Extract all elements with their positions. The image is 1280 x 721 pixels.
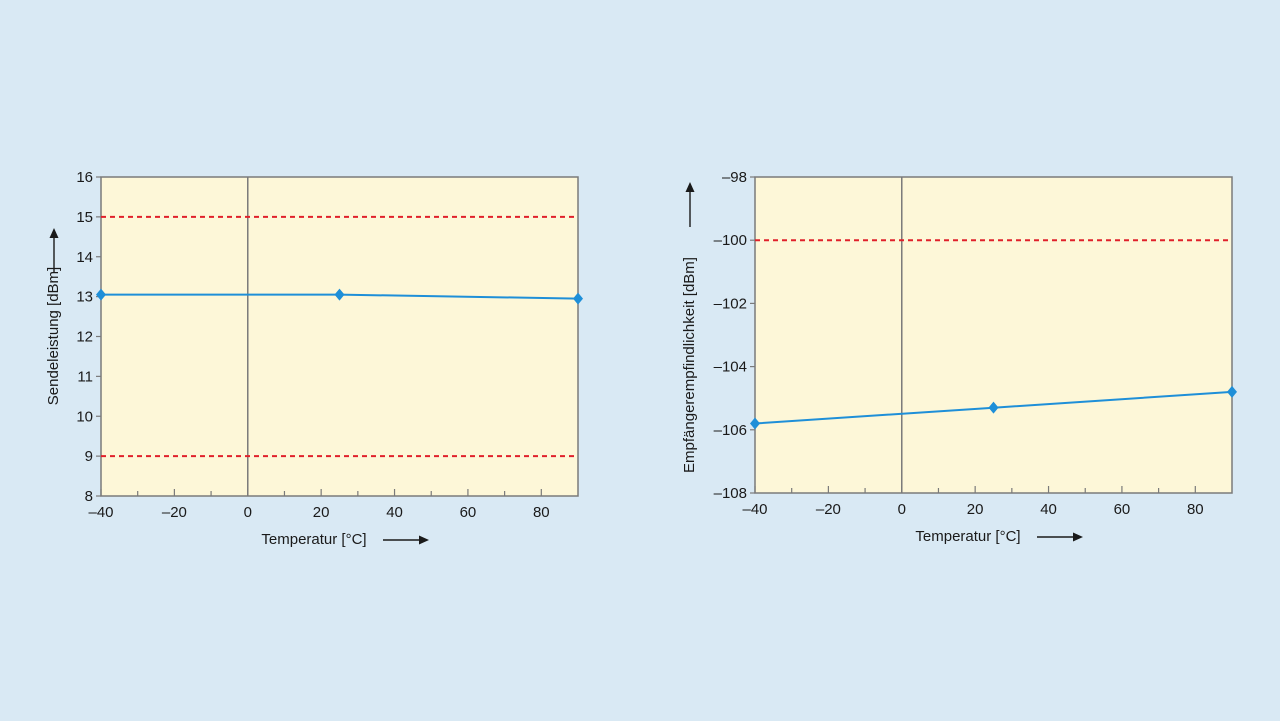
x-tick-label: 60	[1114, 501, 1131, 518]
x-tick-label: –40	[742, 501, 767, 518]
y-tick-label: –102	[714, 295, 747, 312]
x-axis-title: Temperatur [°C]	[261, 531, 366, 548]
y-tick-label: 10	[76, 408, 93, 425]
x-tick-label: 0	[244, 504, 252, 521]
x-tick-label: –40	[88, 504, 113, 521]
x-tick-label: 40	[1040, 501, 1057, 518]
x-tick-label: 20	[967, 501, 984, 518]
plot-area	[100, 176, 579, 497]
y-tick-label: –104	[714, 359, 747, 376]
x-tick-label: 0	[898, 501, 906, 518]
x-axis-arrow-head	[419, 535, 429, 545]
y-tick-label: –108	[714, 485, 747, 502]
y-axis-title: Sendeleistung [dBm]	[45, 267, 62, 405]
data-point-marker	[334, 288, 345, 301]
data-point-marker	[988, 401, 999, 414]
x-tick-label: 60	[460, 504, 477, 521]
y-tick-label: 11	[77, 368, 93, 385]
x-tick-label: 80	[1187, 501, 1204, 518]
x-tick-label: 20	[313, 504, 330, 521]
y-tick-label: 13	[76, 289, 93, 306]
y-tick-label: 15	[76, 209, 93, 226]
x-tick-label: 40	[386, 504, 403, 521]
x-axis-title: Temperatur [°C]	[915, 528, 1020, 545]
x-tick-label: –20	[162, 504, 187, 521]
data-point-marker	[573, 292, 583, 305]
data-point-marker	[1227, 385, 1237, 398]
data-point-marker	[750, 417, 760, 430]
data-point-marker	[96, 288, 106, 301]
plot-area	[754, 176, 1233, 494]
y-tick-label: 12	[76, 329, 93, 346]
chart-receiver-sensitivity: –40 –20 0 20 40 60 80 –108 –106 –104 –102 –100 –98 Te…	[681, 169, 1237, 545]
y-tick-label: –106	[714, 422, 747, 439]
y-tick-label: 9	[85, 448, 93, 465]
y-axis-arrow-head	[49, 228, 59, 238]
y-tick-label: –100	[714, 232, 747, 249]
chart-transmit-power: –40 –20 0 20 40 60 80 8 9 10 11 12 13 14 15 16 Temperatu…	[45, 169, 583, 548]
y-tick-label: 8	[85, 488, 93, 505]
x-axis-arrow-head	[1073, 532, 1083, 542]
y-axis-arrow-head	[685, 182, 695, 192]
y-axis-title: Empfängerempfindlichkeit [dBm]	[681, 257, 698, 473]
y-tick-label: –98	[722, 169, 747, 186]
y-tick-label: 14	[76, 249, 93, 266]
y-tick-label: 16	[76, 169, 93, 186]
x-tick-label: –20	[816, 501, 841, 518]
x-tick-label: 80	[533, 504, 550, 521]
